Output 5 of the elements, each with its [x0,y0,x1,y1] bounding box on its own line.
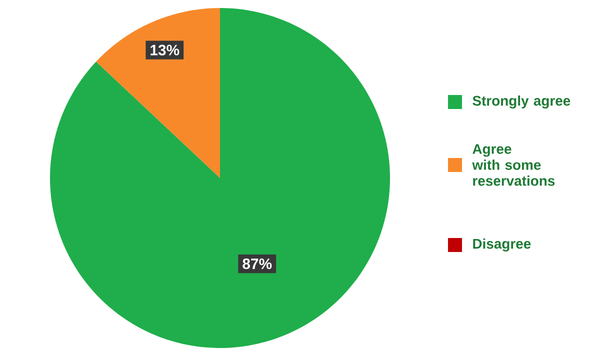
legend-label: Strongly agree [472,95,570,109]
data-label: 13% [150,44,180,56]
legend-label: Disagree [473,238,531,252]
legend-label: Agree with some reservations [472,144,555,186]
data-label: 87% [242,258,272,270]
